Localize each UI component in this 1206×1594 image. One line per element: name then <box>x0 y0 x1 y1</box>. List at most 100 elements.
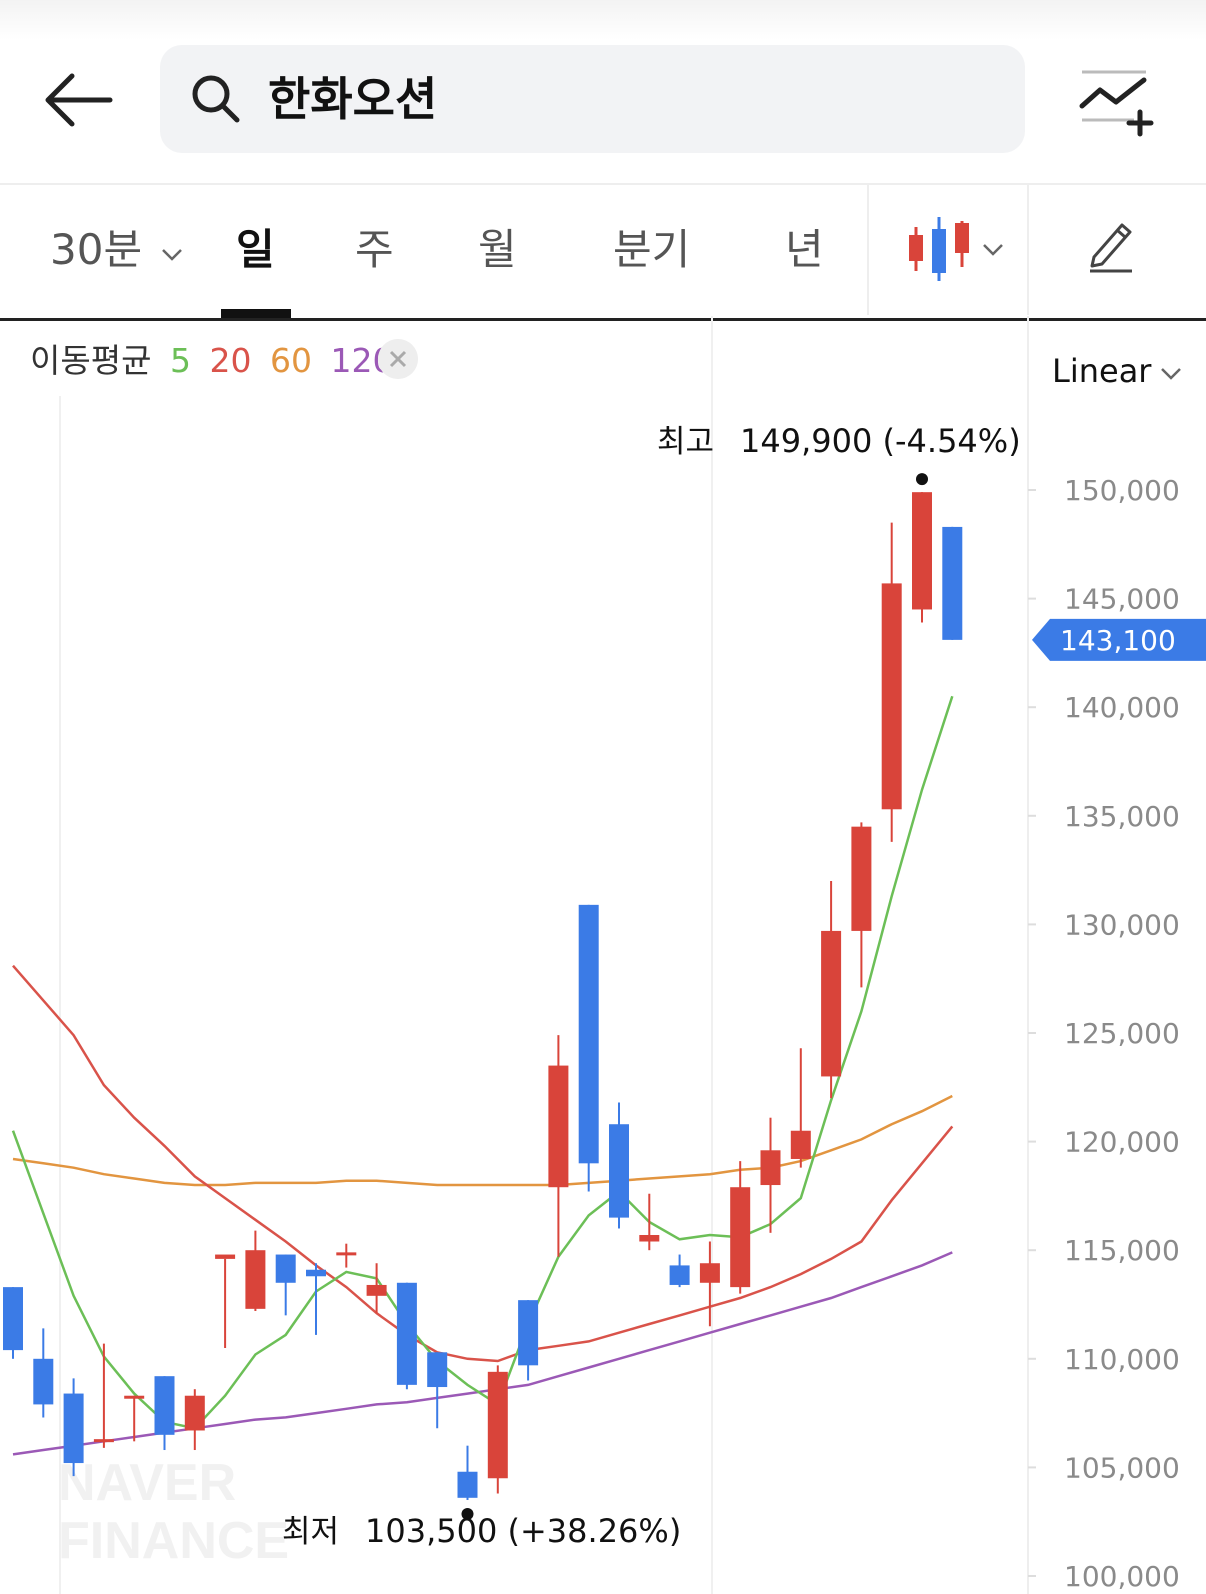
y-axis: 100,000 105,000 110,000 115,000 120,000 125,0… <box>1028 474 1180 1593</box>
candle[interactable] <box>881 522 902 842</box>
candlestick-icon[interactable] <box>908 215 970 285</box>
search-bar[interactable]: 한화오션 <box>160 45 1025 153</box>
candle-body <box>881 583 902 810</box>
candle-body <box>366 1284 387 1296</box>
tab-year[interactable]: 년 <box>785 225 824 274</box>
candle-body <box>245 1250 266 1309</box>
candlesticks <box>3 473 963 1520</box>
y-tick-label: 130,000 <box>1064 908 1180 941</box>
divider <box>867 185 869 315</box>
candle-body <box>63 1393 84 1464</box>
tab-day[interactable]: 일 <box>236 225 275 274</box>
candle[interactable] <box>639 1193 660 1251</box>
y-tick-label: 120,000 <box>1064 1126 1180 1159</box>
candle[interactable] <box>790 1048 811 1168</box>
low-value: 103,500 (+38.26%) <box>365 1512 681 1550</box>
price-chart[interactable]: NAVER FINANCE 100,000 105,000 110,000 115,0… <box>0 316 1206 1594</box>
candle[interactable] <box>215 1254 236 1348</box>
tab-week[interactable]: 주 <box>355 225 394 274</box>
candle[interactable] <box>760 1117 781 1233</box>
candle-body <box>3 1287 23 1351</box>
candle[interactable] <box>427 1352 448 1429</box>
candle-body <box>457 1471 478 1498</box>
candle[interactable] <box>548 1035 569 1257</box>
watermark: NAVER FINANCE <box>58 1454 289 1570</box>
candle-body <box>275 1254 296 1283</box>
candle[interactable] <box>396 1282 417 1390</box>
watermark-line: FINANCE <box>58 1512 289 1570</box>
tab-quarter[interactable]: 분기 <box>613 225 691 274</box>
current-price-value: 143,100 <box>1060 624 1176 657</box>
candle[interactable] <box>518 1300 539 1381</box>
candle[interactable] <box>245 1230 266 1312</box>
candle[interactable] <box>336 1243 357 1268</box>
candle[interactable] <box>942 526 963 640</box>
interval-dropdown[interactable]: 30분 <box>50 220 142 280</box>
low-annotation: 최저 103,500 (+38.26%) <box>282 1512 681 1550</box>
y-tick-label: 125,000 <box>1064 1017 1180 1050</box>
y-tick-label: 145,000 <box>1064 583 1180 616</box>
high-value: 149,900 (-4.54%) <box>740 422 1021 460</box>
candle[interactable] <box>93 1343 114 1448</box>
candle[interactable] <box>306 1263 326 1335</box>
candle[interactable] <box>609 1102 629 1229</box>
ma120-line <box>12 1251 953 1456</box>
candle[interactable] <box>154 1376 175 1451</box>
candle-body <box>760 1150 781 1186</box>
candle[interactable] <box>487 1365 508 1494</box>
candle-body <box>93 1439 114 1443</box>
scale-dropdown[interactable]: Linear <box>1052 348 1151 394</box>
high-marker <box>916 473 928 486</box>
candle[interactable] <box>851 822 872 988</box>
high-label: 최고 <box>657 424 714 460</box>
ma-label: 이동평균 <box>30 341 152 380</box>
candle[interactable] <box>457 1445 478 1500</box>
candle-body <box>154 1376 175 1435</box>
candle-body <box>124 1395 145 1399</box>
close-icon[interactable] <box>378 339 418 379</box>
pencil-icon[interactable] <box>1086 217 1136 273</box>
candle-body <box>851 826 872 931</box>
candle[interactable] <box>33 1328 54 1418</box>
candle[interactable] <box>63 1378 84 1477</box>
high-annotation: 최고 149,900 (-4.54%) <box>657 422 1021 460</box>
chevron-down-icon <box>983 244 1003 256</box>
search-icon <box>192 75 240 123</box>
candle-body <box>609 1124 629 1218</box>
chart-add-icon[interactable] <box>1078 68 1154 138</box>
candle[interactable] <box>124 1395 145 1442</box>
low-marker <box>461 1507 474 1520</box>
tab-month[interactable]: 월 <box>478 225 517 274</box>
candle-body <box>336 1252 357 1256</box>
divider <box>1027 185 1029 315</box>
candle-body <box>396 1282 417 1385</box>
candle[interactable] <box>912 492 932 623</box>
candle-body <box>184 1395 205 1431</box>
scale-label: Linear <box>1052 352 1152 390</box>
ma-5: 5 <box>169 341 191 380</box>
ma60-line <box>12 1094 953 1187</box>
active-tab-indicator <box>221 309 291 318</box>
candle[interactable] <box>3 1287 23 1359</box>
chevron-down-icon <box>162 249 182 261</box>
candle[interactable] <box>669 1254 690 1288</box>
arrow-left-icon[interactable] <box>40 60 120 140</box>
candle[interactable] <box>821 880 842 1099</box>
candle[interactable] <box>366 1263 387 1314</box>
candle-body <box>821 930 842 1077</box>
candle[interactable] <box>578 904 599 1192</box>
candle-body <box>639 1234 660 1242</box>
y-tick-label: 105,000 <box>1064 1451 1180 1484</box>
ma20-line <box>12 964 954 1363</box>
ma5-line <box>11 695 954 1430</box>
candle-body <box>699 1263 720 1283</box>
candle[interactable] <box>699 1241 720 1327</box>
candle-body <box>518 1300 539 1366</box>
candle[interactable] <box>730 1161 751 1294</box>
candle[interactable] <box>275 1254 296 1316</box>
search-text: 한화오션 <box>268 72 438 126</box>
candle-body <box>487 1371 508 1479</box>
candle[interactable] <box>184 1389 205 1451</box>
chevron-down-icon <box>1161 368 1181 380</box>
candle-body <box>730 1187 751 1288</box>
